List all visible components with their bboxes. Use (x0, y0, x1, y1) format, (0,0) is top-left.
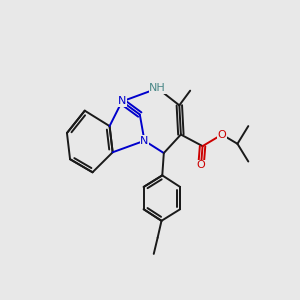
Text: O: O (218, 130, 226, 140)
Text: N: N (118, 96, 126, 106)
Text: O: O (197, 160, 206, 170)
Text: N: N (140, 136, 148, 146)
Text: NH: NH (149, 83, 166, 93)
